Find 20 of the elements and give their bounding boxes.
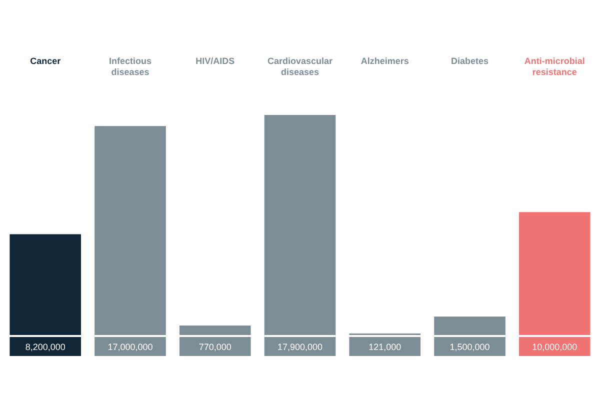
data-label: 17,900,000 (277, 342, 323, 352)
data-label: 1,500,000 (450, 342, 490, 352)
bar (179, 326, 251, 335)
x-tick-label: Cancer (30, 56, 62, 66)
data-label: 10,000,000 (532, 342, 578, 352)
x-tick-label: Cardiovascular diseases (267, 56, 334, 77)
x-tick-label: Alzheimers (360, 56, 409, 66)
x-tick-label: Infectious diseases (108, 56, 152, 77)
bar (94, 126, 166, 335)
x-tick-label: HIV/AIDS (196, 56, 235, 66)
data-label: 8,200,000 (25, 342, 66, 352)
bar (10, 234, 81, 335)
bar (434, 316, 506, 335)
data-label: 121,000 (368, 342, 402, 352)
data-label: 17,000,000 (108, 342, 153, 352)
data-label: 770,000 (198, 342, 232, 352)
bar (264, 115, 336, 335)
bar (519, 212, 590, 335)
x-tick-label: Diabetes (451, 56, 489, 66)
x-tick-label: Anti-microbial resistance (524, 56, 585, 77)
